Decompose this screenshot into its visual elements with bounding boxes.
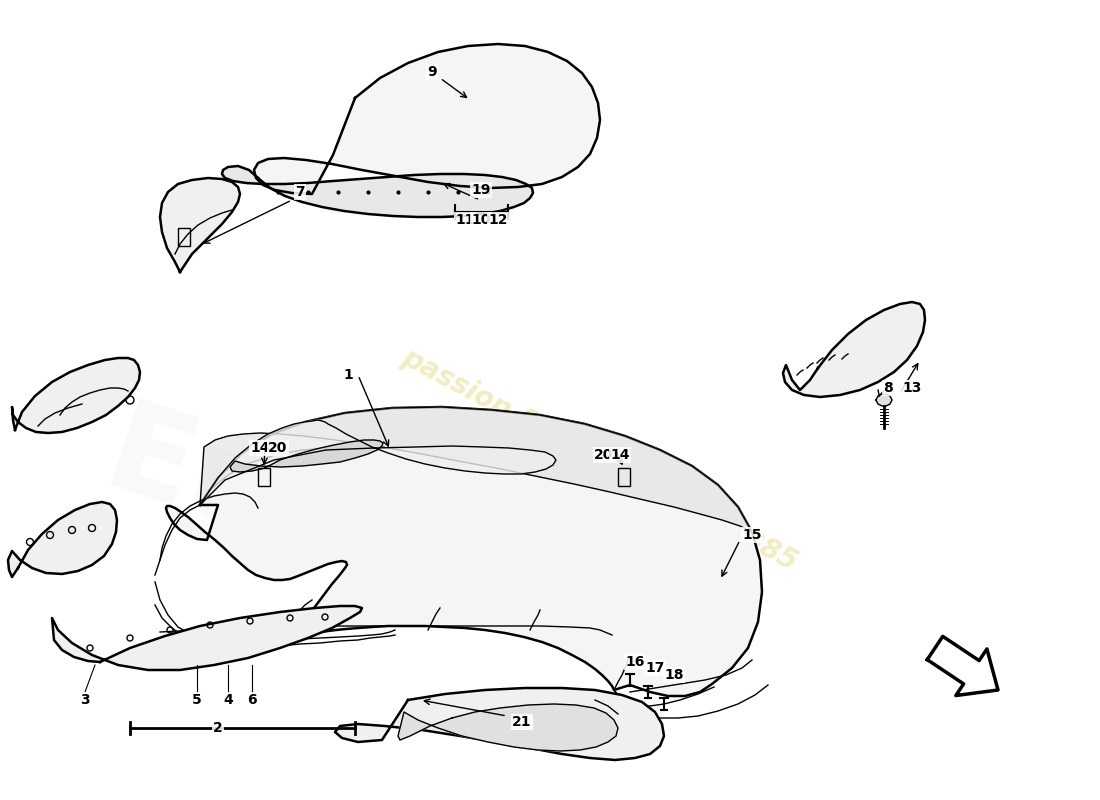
Text: 1: 1 <box>343 368 353 382</box>
Text: Europes: Europes <box>90 394 670 686</box>
Polygon shape <box>200 407 752 532</box>
Text: 6: 6 <box>248 693 256 707</box>
Polygon shape <box>783 302 925 397</box>
Polygon shape <box>336 688 664 760</box>
Polygon shape <box>166 407 762 696</box>
Text: passion for parts since 1985: passion for parts since 1985 <box>397 343 802 577</box>
Text: 7: 7 <box>295 185 305 199</box>
Polygon shape <box>52 606 362 670</box>
Polygon shape <box>927 636 998 695</box>
Polygon shape <box>222 166 534 217</box>
Text: 8: 8 <box>883 381 893 395</box>
Text: 15: 15 <box>742 528 761 542</box>
Text: 18: 18 <box>664 668 684 682</box>
Polygon shape <box>8 502 117 577</box>
Text: 21: 21 <box>513 715 531 729</box>
Text: 4: 4 <box>223 693 233 707</box>
Polygon shape <box>200 420 556 505</box>
Polygon shape <box>12 358 140 433</box>
Text: 11: 11 <box>455 213 475 227</box>
Text: 17: 17 <box>646 661 664 675</box>
Polygon shape <box>254 44 600 194</box>
Bar <box>258 468 270 486</box>
Text: passion for parts since 1985: passion for parts since 1985 <box>348 403 752 637</box>
Text: 5: 5 <box>192 693 202 707</box>
Bar <box>178 228 190 246</box>
Text: 10: 10 <box>471 213 491 227</box>
Text: 14: 14 <box>610 448 629 462</box>
Text: 20: 20 <box>594 448 614 462</box>
Text: 3: 3 <box>80 693 90 707</box>
Polygon shape <box>160 178 240 272</box>
Polygon shape <box>230 440 383 472</box>
Text: 9: 9 <box>427 65 437 79</box>
Text: 12: 12 <box>488 213 508 227</box>
Text: 13: 13 <box>902 381 922 395</box>
Text: 16: 16 <box>625 655 645 669</box>
Polygon shape <box>876 394 892 406</box>
Text: 2: 2 <box>213 721 223 735</box>
Bar <box>618 468 630 486</box>
Text: 19: 19 <box>471 183 491 197</box>
Text: 14: 14 <box>251 441 270 455</box>
Polygon shape <box>398 704 618 751</box>
Text: 20: 20 <box>268 441 288 455</box>
